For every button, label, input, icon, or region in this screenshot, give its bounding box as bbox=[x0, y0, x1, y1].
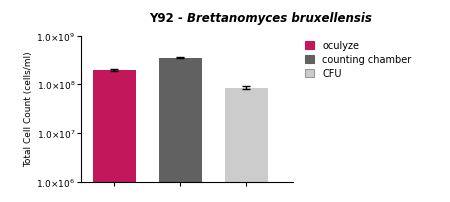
Bar bbox=[93, 70, 135, 202]
Text: Y92 -: Y92 - bbox=[149, 12, 187, 25]
Legend: oculyze, counting chamber, CFU: oculyze, counting chamber, CFU bbox=[302, 38, 414, 82]
Bar bbox=[159, 58, 202, 202]
Text: Brettanomyces bruxellensis: Brettanomyces bruxellensis bbox=[187, 12, 372, 25]
Bar bbox=[225, 88, 268, 202]
Y-axis label: Total Cell Count (cells/ml): Total Cell Count (cells/ml) bbox=[25, 52, 34, 167]
